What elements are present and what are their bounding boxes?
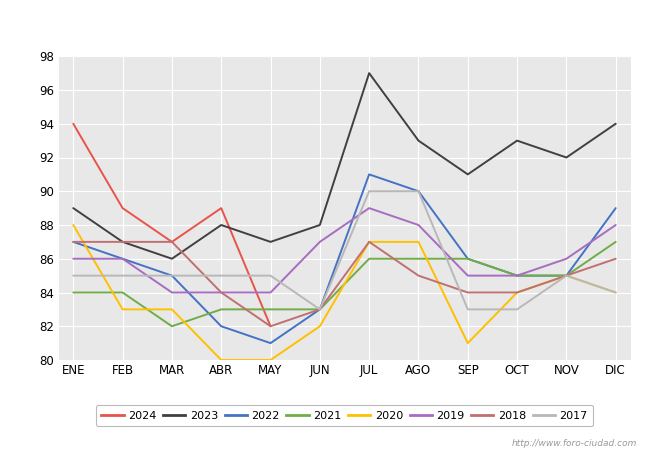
Text: http://www.foro-ciudad.com: http://www.foro-ciudad.com (512, 439, 637, 448)
Legend: 2024, 2023, 2022, 2021, 2020, 2019, 2018, 2017: 2024, 2023, 2022, 2021, 2020, 2019, 2018… (96, 405, 593, 426)
Text: Afiliados en Urús a 31/5/2024: Afiliados en Urús a 31/5/2024 (192, 14, 458, 33)
